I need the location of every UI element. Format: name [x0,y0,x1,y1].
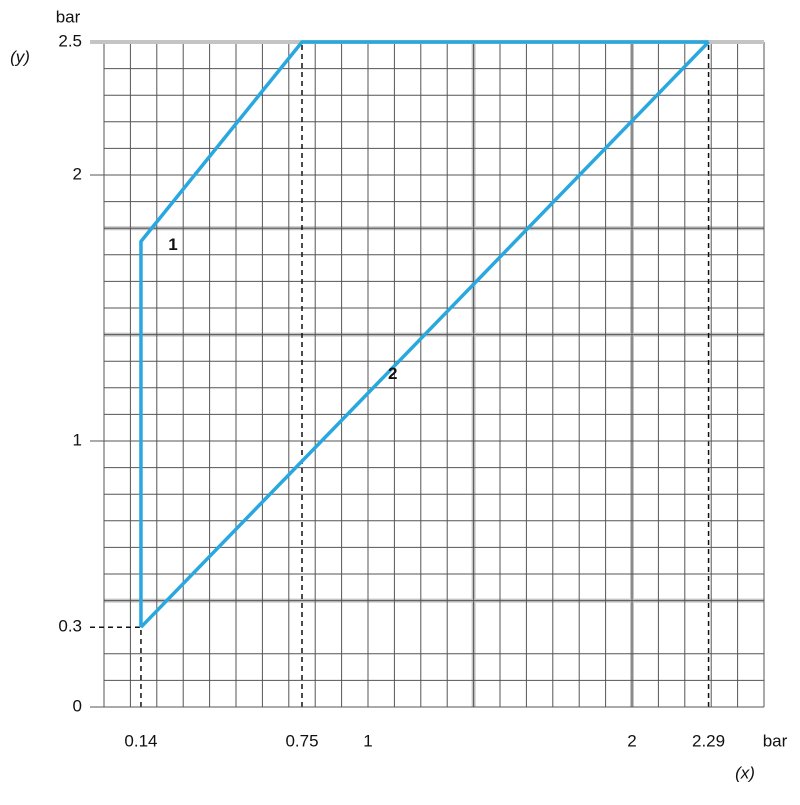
curve [139,40,709,628]
y-axis-label: bar [56,7,81,26]
x-tick-label: 2 [627,731,636,750]
y-axis-label-sub: (y) [10,47,30,66]
x-tick-label: 0.75 [285,731,318,750]
x-tick-label: 0.14 [124,731,157,750]
x-axis-label-sub: (x) [735,763,755,782]
curve-label: 1 [168,235,177,254]
x-tick-label: 2.29 [692,731,725,750]
x-axis-label: bar [763,731,788,750]
curve-label: 2 [388,364,397,383]
y-tick-label: 0 [73,696,82,715]
y-tick-label: 0.3 [58,617,82,636]
x-tick-label: 1 [363,731,372,750]
y-tick-label: 2 [73,164,82,183]
y-tick-label: 1 [73,430,82,449]
y-tick-label: 2.5 [58,31,82,50]
curve [139,40,710,629]
